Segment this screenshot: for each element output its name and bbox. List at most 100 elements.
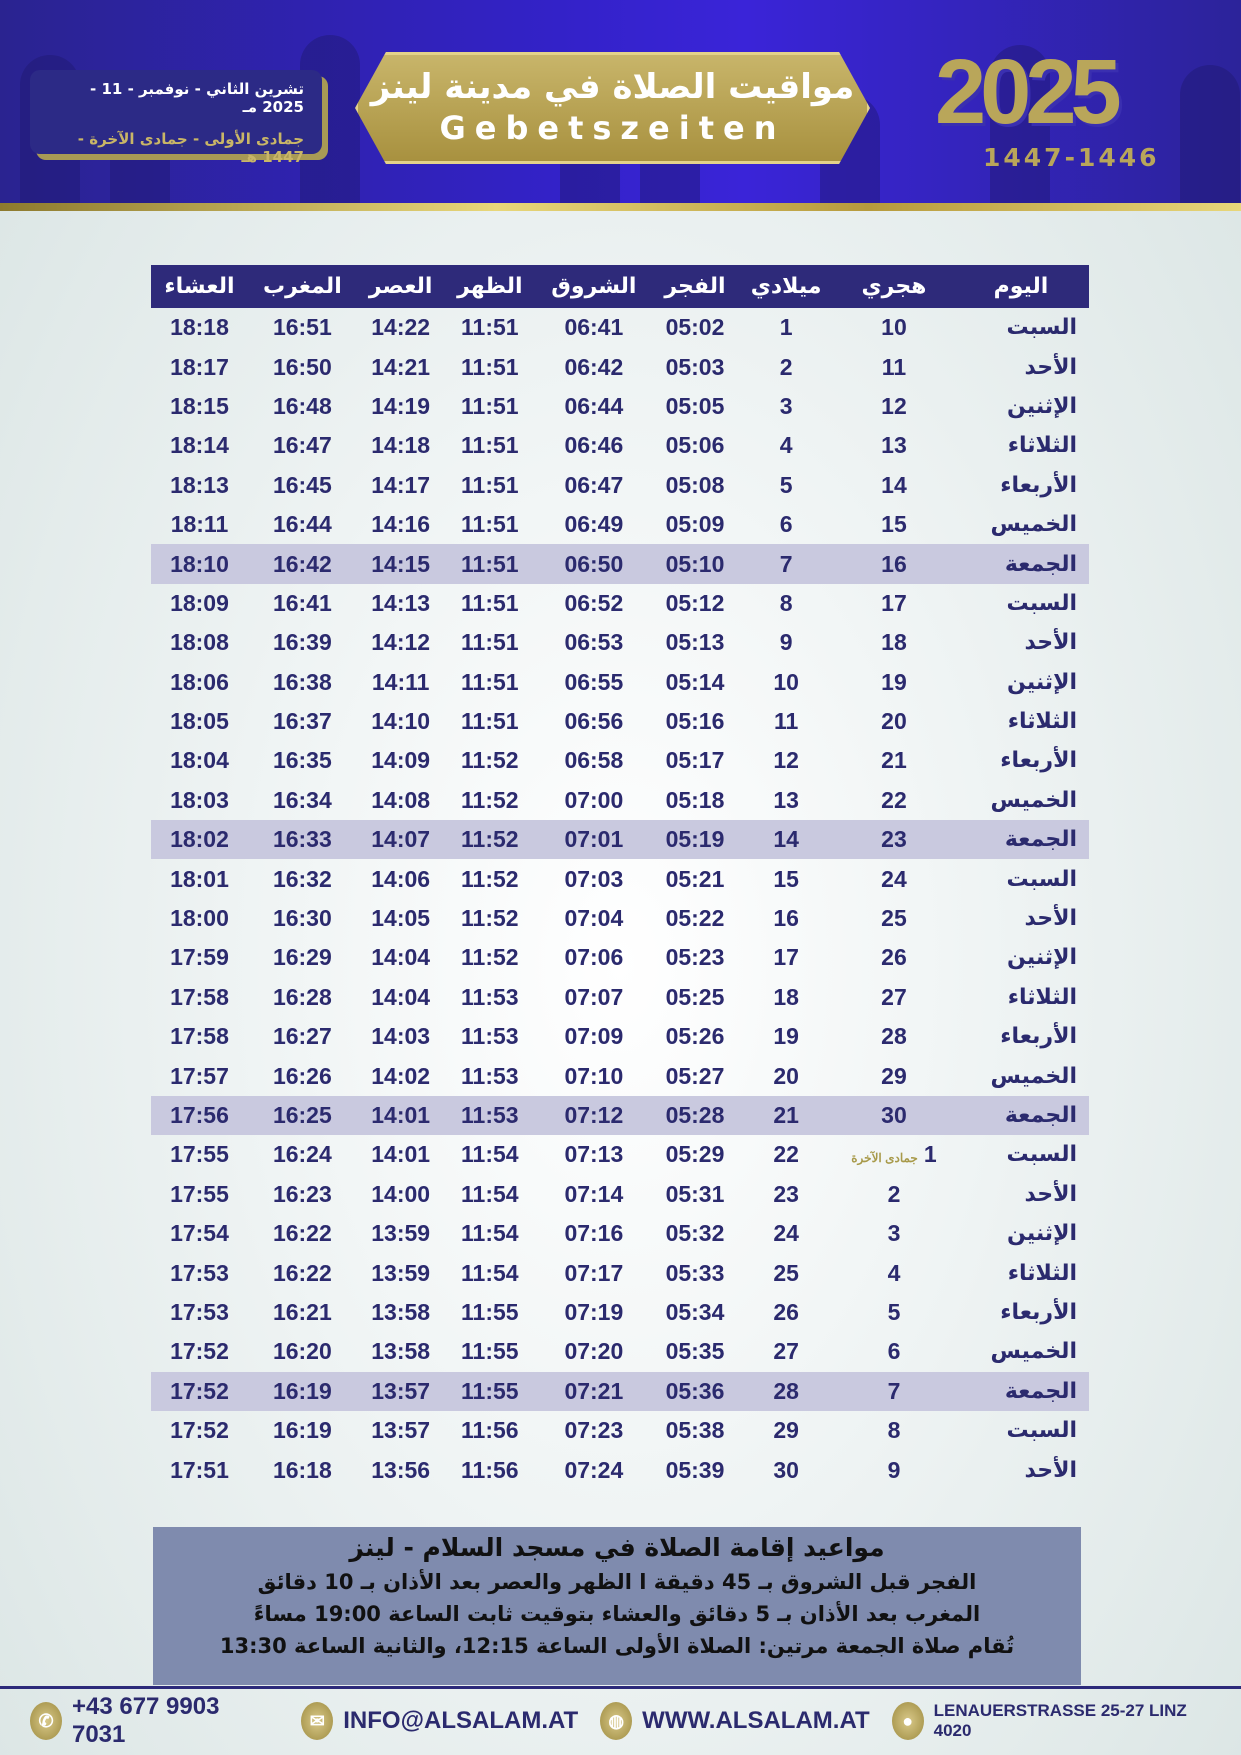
cell-value: 11:51: [461, 511, 519, 538]
cell-value: 07:16: [564, 1220, 624, 1247]
cell-value: السبت: [1006, 866, 1077, 892]
time-cell: 16:23: [248, 1175, 357, 1214]
cell-value: 11:55: [461, 1298, 519, 1325]
time-cell: 14:10: [357, 702, 445, 741]
table-row: الخميس 29 20 05:27 07:10 11:53 14:02 16:26 17:57: [151, 1056, 1089, 1095]
time-cell: 07:04: [535, 899, 653, 938]
cell-value: 26: [773, 1298, 799, 1325]
cell-value: 18:11: [170, 511, 229, 538]
time-cell: 14:16: [357, 505, 445, 544]
cell-value: 11:51: [461, 314, 519, 341]
day-cell: الأحد: [953, 1450, 1089, 1489]
cell-value: 07:23: [564, 1417, 624, 1444]
time-cell: 06:58: [535, 741, 653, 780]
time-cell: 05:18: [653, 781, 738, 820]
cell-value: 05:31: [665, 1180, 725, 1207]
time-cell: 05:03: [653, 347, 738, 386]
cell-value: 21: [881, 747, 907, 774]
column-header: الشروق: [535, 265, 653, 308]
time-cell: 13:58: [357, 1332, 445, 1371]
table-row: الأربعاء 5 26 05:34 07:19 11:55 13:58 16:21 17:5…: [151, 1293, 1089, 1332]
email-link[interactable]: INFO@ALSALAM.AT: [343, 1707, 579, 1734]
day-cell: الثلاثاء: [953, 426, 1089, 465]
phone-number[interactable]: +43 677 9903 7031: [71, 1693, 220, 1748]
notice-title: مواعيد إقامة الصلاة في مسجد السلام - لين…: [349, 1533, 885, 1562]
cell-value: 05:06: [665, 432, 725, 459]
cell-value: 14:11: [371, 668, 430, 695]
time-cell: 05:10: [652, 544, 738, 584]
time-cell: 18: [737, 978, 835, 1017]
day-cell: الأربعاء: [953, 1293, 1089, 1332]
time-cell: 13:59: [357, 1214, 445, 1253]
time-cell: 13:56: [357, 1450, 445, 1489]
time-cell: 05:12: [653, 584, 738, 623]
day-cell: الجمعة: [952, 1371, 1089, 1411]
time-cell: 11:56: [445, 1411, 535, 1450]
table-row: السبت 8 29 05:38 07:23 11:56 13:57 16:19 17:52: [151, 1411, 1089, 1450]
time-cell: 11:53: [444, 1095, 535, 1136]
time-cell: 07:00: [535, 781, 653, 820]
time-cell: 12: [835, 387, 953, 426]
cell-value: 05:02: [665, 314, 725, 341]
cell-value: السبت: [1006, 315, 1077, 341]
cell-value: 14:04: [371, 944, 431, 971]
cell-value: 05:08: [665, 471, 725, 498]
time-cell: 18:03: [151, 781, 248, 820]
cell-value: 17:54: [170, 1220, 229, 1247]
time-cell: 07:16: [535, 1214, 653, 1253]
time-cell: 05:23: [653, 938, 738, 977]
column-header: العصر: [356, 265, 445, 308]
time-cell: 25: [835, 899, 953, 938]
time-cell: 18:01: [151, 859, 248, 898]
cell-value: 16:26: [272, 1062, 332, 1089]
cell-value: 18:09: [170, 589, 229, 616]
time-cell: 16:33: [247, 820, 357, 860]
day-cell: الخميس: [953, 1332, 1089, 1371]
cell-value: 19: [881, 668, 907, 695]
time-cell: 05:22: [653, 899, 738, 938]
time-cell: 14:15: [356, 544, 445, 584]
website-link[interactable]: WWW.ALSALAM.AT: [642, 1707, 870, 1734]
time-cell: 11:51: [445, 584, 535, 623]
time-cell: 12: [737, 741, 835, 780]
cell-value: 22: [881, 786, 907, 813]
cell-value: 16:37: [272, 708, 332, 735]
hijri-years: 1447-1446: [983, 143, 1160, 172]
cell-value: 07:09: [564, 1023, 624, 1050]
whatsapp-icon: ✆: [30, 1702, 62, 1740]
cell-value: 16:25: [272, 1102, 332, 1128]
column-header: الفجر: [652, 265, 738, 308]
header-banner: تشرين الثاني - نوفمبر - 11 - 2025 مـ جما…: [0, 0, 1241, 205]
cell-value: 11:54: [461, 1220, 519, 1247]
cell-value: 8: [779, 589, 793, 616]
time-cell: 07:14: [535, 1175, 653, 1214]
time-cell: 07:20: [535, 1332, 653, 1371]
time-cell: 14:17: [357, 466, 445, 505]
cell-value: 07:13: [564, 1141, 624, 1168]
time-cell: 05:33: [653, 1253, 738, 1292]
cell-value: 05:18: [665, 786, 725, 813]
cell-value: 16:23: [272, 1180, 332, 1207]
cell-value: 29: [881, 1062, 907, 1089]
cell-value: 11:54: [461, 1141, 519, 1168]
time-cell: 07:09: [535, 1017, 653, 1056]
time-cell: 17:52: [151, 1411, 248, 1450]
time-cell: 07:07: [535, 978, 653, 1017]
time-cell: 13:59: [357, 1253, 445, 1292]
time-cell: 14:08: [357, 781, 445, 820]
time-cell: 11: [737, 702, 835, 741]
time-cell: 6: [835, 1332, 953, 1371]
cell-value: 14:04: [371, 983, 431, 1010]
table-row: الجمعة 30 21 05:28 07:12 11:53 14:01 16:25 17:56: [151, 1095, 1089, 1136]
day-cell: الأربعاء: [953, 1017, 1089, 1056]
time-cell: 05:14: [653, 663, 738, 702]
cell-value: 29: [773, 1417, 799, 1444]
time-cell: 11:51: [445, 702, 535, 741]
column-header: المغرب: [247, 265, 357, 308]
time-cell: 05:34: [653, 1293, 738, 1332]
time-cell: 11:52: [445, 781, 535, 820]
day-cell: الخميس: [953, 781, 1089, 820]
time-cell: 14:00: [357, 1175, 445, 1214]
cell-value: 06:58: [564, 747, 624, 774]
time-cell: 16:37: [248, 702, 357, 741]
